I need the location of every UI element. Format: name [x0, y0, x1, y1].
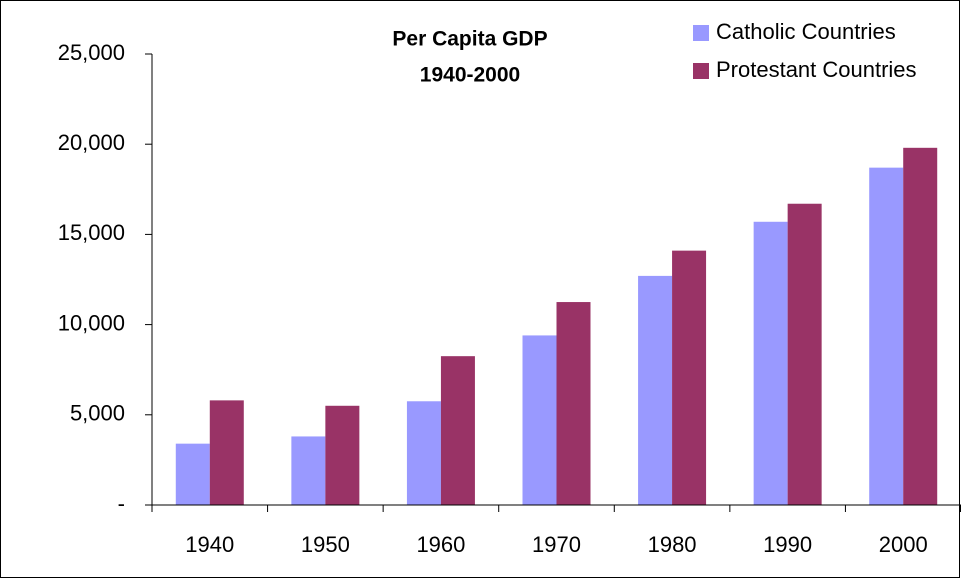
bar — [175, 443, 210, 505]
bar — [522, 335, 557, 505]
chart-title: Per Capita GDP — [392, 28, 547, 51]
x-tick-label: 1980 — [648, 532, 697, 557]
bar — [325, 405, 360, 505]
bar — [440, 356, 475, 505]
y-tick-label: 10,000 — [58, 310, 125, 335]
bar — [209, 400, 244, 505]
y-tick-label: 25,000 — [58, 40, 125, 65]
bar — [672, 250, 707, 505]
y-tick-label: 20,000 — [58, 130, 125, 155]
legend-label: Protestant Countries — [716, 57, 917, 82]
bar — [638, 275, 673, 505]
x-tick-label: 1950 — [301, 532, 350, 557]
bar — [406, 401, 441, 505]
legend-label: Catholic Countries — [716, 19, 896, 44]
bar — [903, 147, 938, 506]
legend-swatch — [693, 63, 709, 79]
bar — [787, 203, 822, 505]
x-tick-label: 1970 — [532, 532, 581, 557]
x-tick-label: 1990 — [763, 532, 812, 557]
bar — [753, 221, 788, 505]
x-tick-label: 1960 — [416, 532, 465, 557]
y-tick-label: - — [118, 491, 125, 516]
x-tick-label: 2000 — [879, 532, 928, 557]
bar — [869, 167, 904, 506]
bar — [291, 436, 326, 505]
x-tick-label: 1940 — [185, 532, 234, 557]
y-tick-label: 15,000 — [58, 220, 125, 245]
y-tick-label: 5,000 — [70, 401, 125, 426]
bar — [556, 302, 591, 505]
legend-swatch — [693, 25, 709, 41]
chart-subtitle: 1940-2000 — [420, 64, 520, 87]
